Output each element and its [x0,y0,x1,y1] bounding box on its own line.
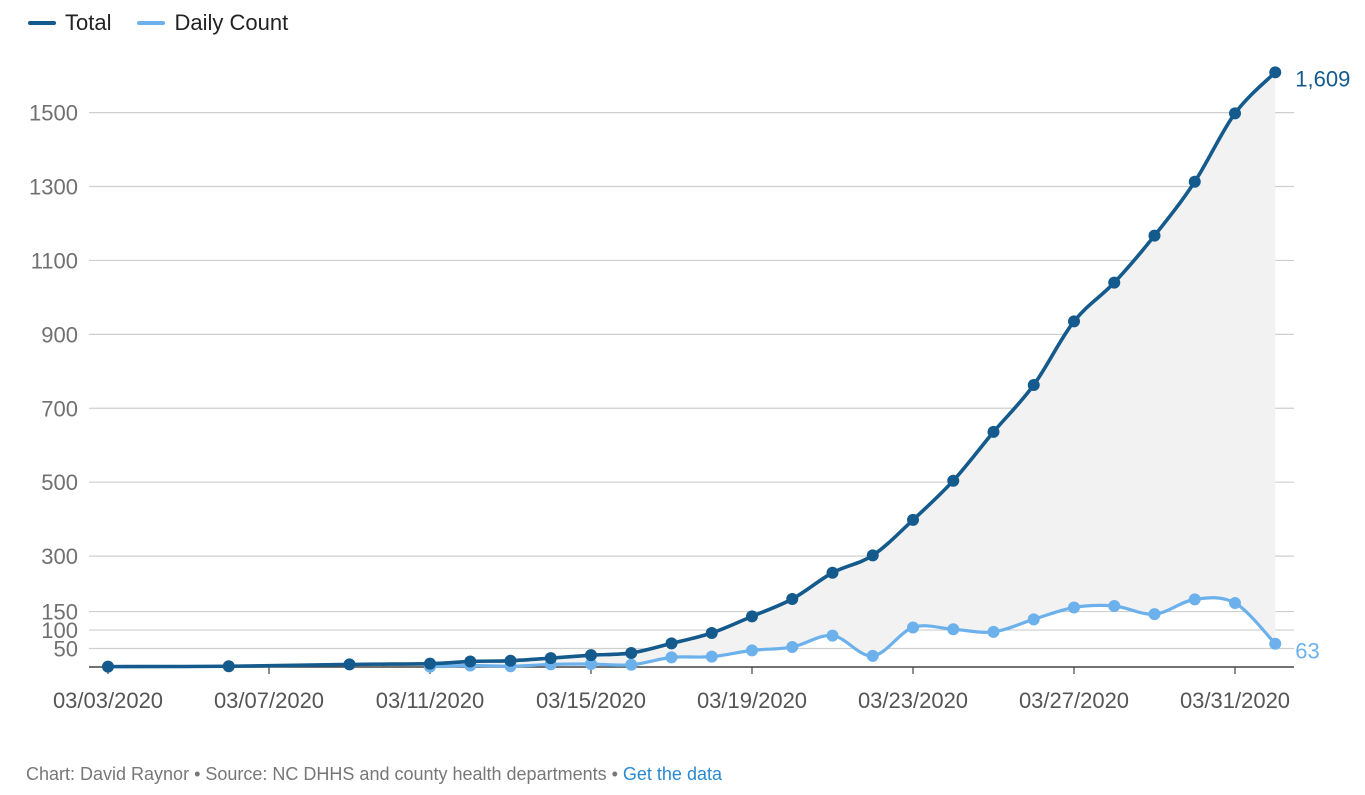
legend-swatch-daily [137,21,166,25]
data-point-daily-count [585,658,597,671]
y-tick-label: 1300 [29,175,78,200]
data-point-total [424,657,436,670]
data-point-total [786,592,799,605]
data-point-total [504,654,517,667]
data-point-daily-count [786,641,799,654]
data-point-total [665,637,678,650]
data-point-total [625,646,638,659]
chart-legend: Total Daily Count [28,10,288,36]
y-tick-label: 150 [41,600,78,625]
data-point-daily-count [1108,600,1121,613]
legend-label-total: Total [65,10,112,35]
y-tick-label: 500 [41,470,78,495]
data-point-total [585,649,597,662]
get-data-link[interactable]: Get the data [622,764,722,784]
data-point-total [907,513,919,526]
data-point-total [1229,107,1241,120]
end-label-total: 1,609 [1295,66,1350,91]
series-line-daily-count [429,596,1277,669]
x-tick-label: 03/15/2020 [536,688,646,713]
data-point-daily-count [746,644,758,657]
data-point-total [826,566,839,579]
footer-separator-2: • [606,764,623,784]
data-point-total [987,425,1000,438]
x-tick-label: 03/31/2020 [1180,688,1290,713]
end-label-daily-count: 63 [1295,639,1319,664]
data-point-total [1068,315,1080,328]
data-point-total [1148,229,1161,242]
data-point-daily-count [907,621,919,634]
data-point-total [102,660,114,673]
area-between-series [108,72,1276,667]
x-tick-label: 03/23/2020 [858,688,968,713]
data-point-total [1188,175,1201,188]
x-tick-label: 03/27/2020 [1019,688,1129,713]
chart-footer: Chart: David Raynor • Source: NC DHHS an… [26,764,722,785]
y-tick-label: 700 [41,396,78,421]
data-point-total [343,658,356,671]
x-tick-label: 03/07/2020 [214,688,324,713]
y-tick-label: 900 [41,322,78,347]
data-point-total [1269,66,1282,79]
data-point-daily-count [1148,608,1161,621]
data-point-total [464,655,477,668]
y-tick-label: 1100 [31,248,78,273]
y-tick-label: 1500 [29,101,78,126]
data-point-daily-count [1269,637,1282,650]
x-tick-label: 03/19/2020 [697,688,807,713]
y-tick-label: 100 [41,618,78,643]
data-point-daily-count [1027,613,1040,626]
x-tick-label: 03/03/2020 [53,688,163,713]
data-point-total [222,660,235,673]
legend-label-daily: Daily Count [174,10,289,35]
y-tick-label: 50 [54,637,78,662]
data-point-daily-count [625,658,638,671]
legend-item-total[interactable]: Total [28,10,111,36]
footer-source: Source: NC DHHS and county health depart… [205,764,607,784]
data-point-total [544,652,557,665]
data-point-daily-count [866,649,879,662]
data-point-daily-count [947,623,960,636]
data-point-total [866,549,879,562]
footer-credit: Chart: David Raynor [26,764,190,784]
data-point-total [1027,378,1040,391]
footer-separator-1: • [189,764,206,784]
data-point-daily-count [665,651,678,664]
data-point-daily-count [1229,597,1241,610]
data-point-total [746,610,758,623]
x-tick-label: 03/11/2020 [376,688,484,713]
data-point-total [947,474,960,487]
data-point-total [705,626,718,639]
data-point-daily-count [1188,593,1201,606]
y-tick-label: 300 [41,544,78,569]
legend-item-daily[interactable]: Daily Count [137,10,288,36]
data-point-daily-count [1068,601,1080,614]
data-point-daily-count [705,650,718,663]
data-point-daily-count [987,625,1000,638]
data-point-daily-count [826,629,839,642]
legend-swatch-total [28,21,56,25]
data-point-total [1108,276,1121,289]
